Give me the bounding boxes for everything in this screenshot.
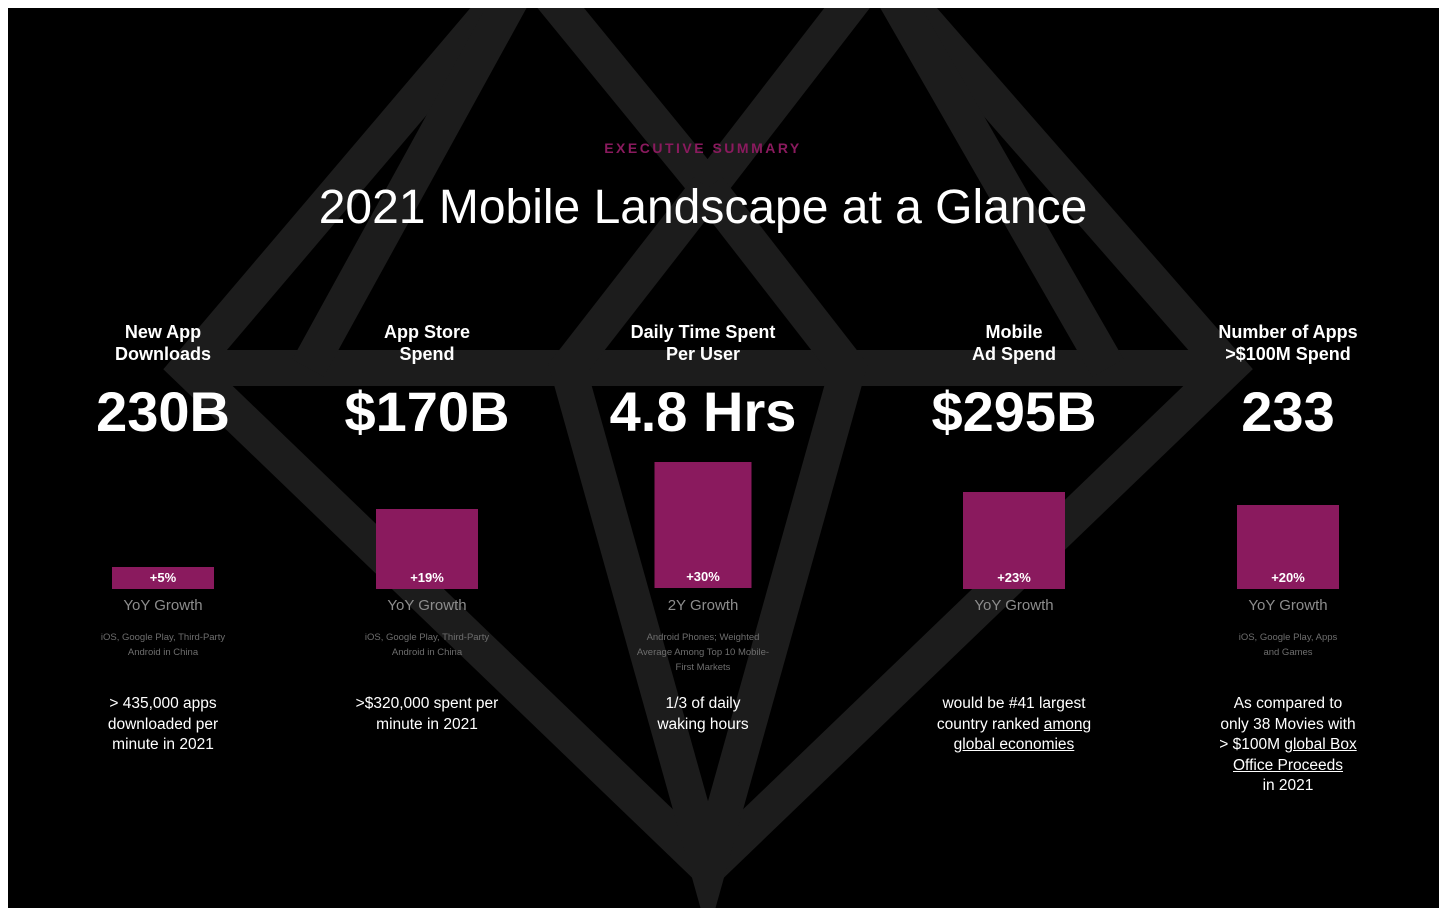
growth-bar-label: +19% <box>410 570 444 585</box>
heading-line: Number of Apps <box>1218 322 1358 342</box>
metric-heading: Daily Time Spent Per User <box>573 321 833 365</box>
heading-line: >$100M Spend <box>1225 344 1351 364</box>
metric-description: 1/3 of daily waking hours <box>608 694 798 735</box>
desc-line: > $100M global Box <box>1193 735 1383 756</box>
metric-value: $295B <box>931 380 1097 443</box>
heading-line: Daily Time Spent <box>630 322 776 342</box>
desc-line: would be #41 largest <box>942 695 1086 712</box>
desc-line: >$320,000 spent per <box>355 695 499 712</box>
heading-line: Downloads <box>114 344 211 364</box>
heading-line: Spend <box>399 344 455 364</box>
note-line: Android in China <box>127 647 199 658</box>
desc-line: minute in 2021 <box>376 715 478 733</box>
note-line: Android Phones; Weighted <box>646 632 760 643</box>
desc-line: > 435,000 apps <box>109 695 217 712</box>
metric-new-app-downloads: New App Downloads 230B +5% YoY Growth iO… <box>33 8 293 908</box>
desc-line: global economies <box>919 735 1109 756</box>
note-line: iOS, Google Play, Third-Party <box>100 632 226 643</box>
desc-line: only 38 Movies with <box>1220 715 1356 733</box>
growth-type: YoY Growth <box>974 597 1054 614</box>
growth-bar-label: +5% <box>149 570 177 585</box>
heading-line: Mobile <box>985 322 1043 342</box>
desc-line: Office Proceeds <box>1193 756 1383 777</box>
metric-value: 4.8 Hrs <box>609 380 797 443</box>
metric-value: 233 <box>1241 380 1335 443</box>
metric-app-store-spend: App Store Spend $170B +19% YoY Growth iO… <box>297 8 557 908</box>
metric-value: 230B <box>96 380 230 443</box>
heading-line: Per User <box>665 344 741 364</box>
growth-bar: +5% <box>112 567 214 589</box>
note-line: First Markets <box>675 662 731 673</box>
desc-link[interactable]: Office Proceeds <box>1233 756 1343 774</box>
growth-bar: +30% <box>654 462 752 588</box>
source-note: iOS, Google Play, Apps and Games <box>1213 630 1363 660</box>
metric-apps-over-100m: Number of Apps >$100M Spend 233 +20% YoY… <box>1158 8 1418 908</box>
slide: EXECUTIVE SUMMARY 2021 Mobile Landscape … <box>8 8 1439 908</box>
metric-heading: New App Downloads <box>33 321 293 365</box>
heading-line: New App <box>124 322 202 342</box>
metric-description: As compared to only 38 Movies with > $10… <box>1193 694 1383 797</box>
source-note: iOS, Google Play, Third-Party Android in… <box>352 630 502 660</box>
metric-heading: Mobile Ad Spend <box>884 321 1144 365</box>
source-note: Android Phones; Weighted Average Among T… <box>628 630 778 675</box>
heading-line: App Store <box>383 322 470 342</box>
note-line: and Games <box>1263 647 1313 658</box>
desc-line: waking hours <box>657 715 749 733</box>
metric-description: would be #41 largest country ranked amon… <box>919 694 1109 756</box>
growth-type: 2Y Growth <box>667 597 739 614</box>
source-note: iOS, Google Play, Third-Party Android in… <box>88 630 238 660</box>
desc-line: 1/3 of daily <box>665 695 741 712</box>
desc-text: country ranked <box>936 715 1044 733</box>
growth-bar: +20% <box>1237 505 1339 589</box>
growth-type: YoY Growth <box>387 597 467 614</box>
growth-bar: +23% <box>963 492 1065 589</box>
page-title: 2021 Mobile Landscape at a Glance <box>318 181 1088 234</box>
desc-line: country ranked among <box>919 715 1109 736</box>
metric-heading: App Store Spend <box>297 321 557 365</box>
desc-link[interactable]: global Box <box>1284 736 1357 753</box>
note-line: Average Among Top 10 Mobile- <box>636 647 770 658</box>
desc-line: in 2021 <box>1262 777 1314 794</box>
growth-type: YoY Growth <box>1248 597 1328 614</box>
desc-line: minute in 2021 <box>112 736 214 753</box>
desc-line: As compared to <box>1233 695 1343 712</box>
eyebrow-label: EXECUTIVE SUMMARY <box>604 140 802 156</box>
desc-link[interactable]: global economies <box>953 736 1075 753</box>
note-line: iOS, Google Play, Apps <box>1238 632 1338 643</box>
note-line: iOS, Google Play, Third-Party <box>364 632 490 643</box>
metric-mobile-ad-spend: Mobile Ad Spend $295B +23% YoY Growth wo… <box>884 8 1144 908</box>
metric-heading: Number of Apps >$100M Spend <box>1158 321 1418 365</box>
metric-description: >$320,000 spent per minute in 2021 <box>332 694 522 735</box>
desc-link[interactable]: among <box>1043 715 1092 733</box>
metric-description: > 435,000 apps downloaded per minute in … <box>68 694 258 756</box>
growth-bar-label: +30% <box>686 569 720 584</box>
desc-line: downloaded per <box>107 715 219 733</box>
growth-bar-label: +23% <box>997 570 1031 585</box>
heading-line: Ad Spend <box>972 344 1056 364</box>
desc-text: > $100M <box>1219 736 1285 753</box>
growth-bar-label: +20% <box>1271 570 1305 585</box>
metric-daily-time-spent: Daily Time Spent Per User 4.8 Hrs +30% 2… <box>573 8 833 908</box>
note-line: Android in China <box>391 647 463 658</box>
growth-type: YoY Growth <box>123 597 203 614</box>
metric-value: $170B <box>344 380 510 443</box>
growth-bar: +19% <box>376 509 478 589</box>
diamond-gem-background-icon <box>163 8 1253 908</box>
